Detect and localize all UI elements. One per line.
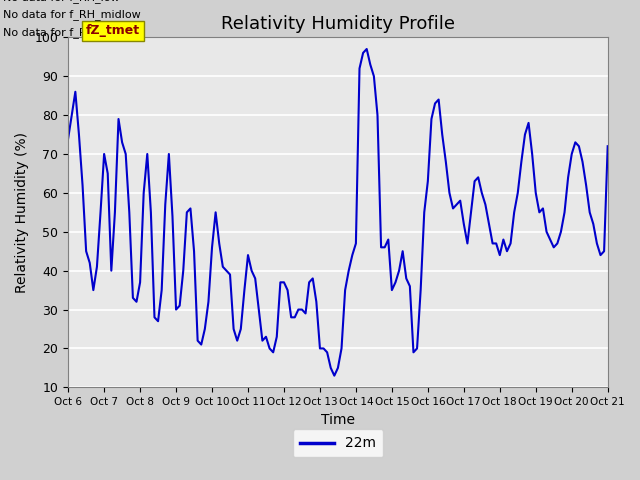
Y-axis label: Relativity Humidity (%): Relativity Humidity (%): [15, 132, 29, 293]
X-axis label: Time: Time: [321, 413, 355, 427]
Text: No data for f_RH_midlow: No data for f_RH_midlow: [3, 9, 141, 20]
Text: No data for f_RH_low: No data for f_RH_low: [3, 0, 120, 3]
Text: No data for f_RH_midtop: No data for f_RH_midtop: [3, 27, 140, 38]
Text: fZ_tmet: fZ_tmet: [86, 24, 140, 37]
Title: Relativity Humidity Profile: Relativity Humidity Profile: [221, 15, 455, 33]
Legend: 22m: 22m: [292, 430, 383, 457]
